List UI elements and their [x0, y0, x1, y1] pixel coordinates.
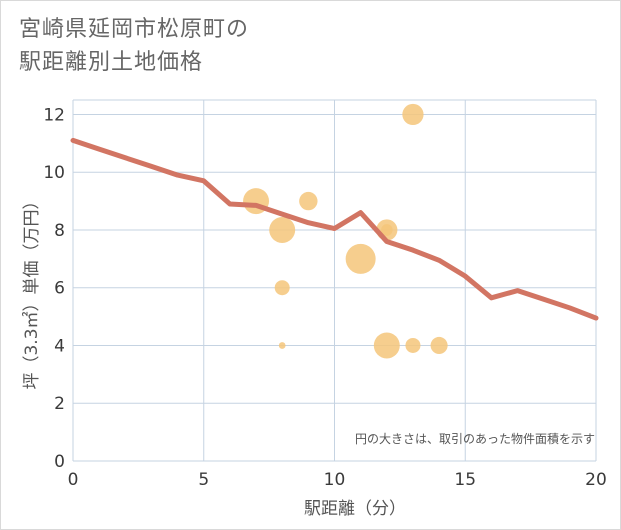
bubble-point-9 [402, 103, 424, 126]
bubble-point-4 [299, 191, 318, 211]
bubble-point-10 [405, 337, 421, 353]
bubble-point-11 [430, 336, 448, 355]
y-tick-label-8: 8 [54, 221, 65, 241]
x-axis-label: 駅距離（分） [304, 499, 406, 519]
chart-title-line2: 駅距離別土地価格 [19, 50, 204, 75]
y-tick-label-2: 2 [54, 394, 65, 414]
bubble-size-note: 円の大きさは、取引のあった物件面積を示す [355, 431, 595, 446]
y-tick-label-0: 0 [54, 452, 65, 472]
trend-line [70, 137, 599, 321]
x-tick-label-20: 20 [585, 470, 607, 490]
bubble-point-1 [269, 216, 296, 243]
grid-lines [72, 99, 597, 462]
bubble-point-8 [373, 332, 400, 359]
chart-title-line1: 宮崎県延岡市松原町の [19, 17, 250, 42]
bubble-series [243, 103, 448, 359]
x-tick-label-0: 0 [68, 470, 79, 490]
x-tick-label-5: 5 [198, 470, 209, 490]
x-tick-label-15: 15 [454, 470, 476, 490]
y-tick-label-6: 6 [54, 279, 65, 299]
y-tick-label-12: 12 [43, 105, 65, 125]
y-tick-label-10: 10 [43, 163, 65, 183]
trend-series [70, 137, 599, 321]
tick-labels: 0 5 10 15 20 0 2 4 6 8 10 12 [43, 105, 606, 490]
y-tick-label-4: 4 [54, 336, 65, 356]
bubble-point-5 [345, 243, 376, 274]
bubble-point-3 [278, 342, 286, 349]
x-tick-label-10: 10 [324, 470, 346, 490]
y-axis-label: 坪（3.3㎡）単価（万円） [22, 192, 42, 389]
bubble-point-2 [274, 280, 290, 296]
chart-title: 宮崎県延岡市松原町の 駅距離別土地価格 [19, 13, 249, 79]
bubble-point-7 [380, 224, 393, 236]
